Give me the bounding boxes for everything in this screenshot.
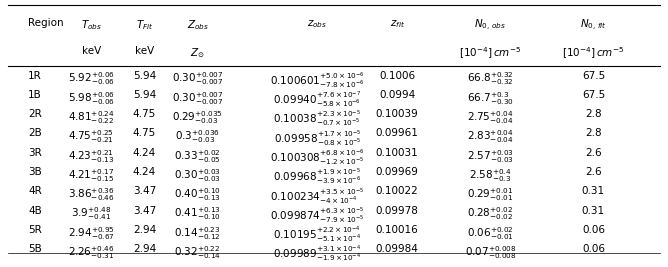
Text: 0.10016: 0.10016 <box>376 225 419 235</box>
Text: $0.28^{+0.02}_{-0.02}$: $0.28^{+0.02}_{-0.02}$ <box>468 206 513 222</box>
Text: 0.06: 0.06 <box>582 225 605 235</box>
Text: 3.47: 3.47 <box>133 206 156 216</box>
Text: $2.26^{+0.46}_{-0.31}$: $2.26^{+0.46}_{-0.31}$ <box>68 244 114 261</box>
Text: 0.09984: 0.09984 <box>376 244 419 254</box>
Text: 4.75: 4.75 <box>133 109 156 119</box>
Text: $z_{fit}$: $z_{fit}$ <box>389 18 405 30</box>
Text: 0.09978: 0.09978 <box>376 206 419 216</box>
Text: 4.75: 4.75 <box>133 128 156 138</box>
Text: $[10^{-4}]\,cm^{-5}$: $[10^{-4}]\,cm^{-5}$ <box>459 46 522 61</box>
Text: $0.09940^{+7.6\times10^{-7}}_{-5.8\times10^{-6}}$: $0.09940^{+7.6\times10^{-7}}_{-5.8\times… <box>273 90 361 109</box>
Text: $T_{Fit}$: $T_{Fit}$ <box>136 18 153 32</box>
Text: 2.6: 2.6 <box>585 148 602 158</box>
Text: $66.8^{+0.32}_{-0.32}$: $66.8^{+0.32}_{-0.32}$ <box>467 70 514 87</box>
Text: $N_{0,\,fit}$: $N_{0,\,fit}$ <box>580 18 607 33</box>
Text: $0.32^{+0.22}_{-0.14}$: $0.32^{+0.22}_{-0.14}$ <box>174 244 221 261</box>
Text: 67.5: 67.5 <box>582 70 605 80</box>
Text: $2.57^{+0.03}_{-0.03}$: $2.57^{+0.03}_{-0.03}$ <box>467 148 514 164</box>
Text: $0.29^{+0.01}_{-0.01}$: $0.29^{+0.01}_{-0.01}$ <box>467 186 514 203</box>
Text: 0.1006: 0.1006 <box>379 70 415 80</box>
Text: $0.06^{+0.02}_{-0.01}$: $0.06^{+0.02}_{-0.01}$ <box>467 225 514 242</box>
Text: 1R: 1R <box>28 70 41 80</box>
Text: 0.10039: 0.10039 <box>376 109 419 119</box>
Text: $4.23^{+0.21}_{-0.13}$: $4.23^{+0.21}_{-0.13}$ <box>68 148 114 164</box>
Text: 5.94: 5.94 <box>133 90 156 100</box>
Text: $0.09989^{+3.1\times10^{-4}}_{-1.9\times10^{-4}}$: $0.09989^{+3.1\times10^{-4}}_{-1.9\times… <box>273 244 361 264</box>
Text: 4.24: 4.24 <box>133 148 156 158</box>
Text: $5.92^{+0.06}_{-0.06}$: $5.92^{+0.06}_{-0.06}$ <box>67 70 115 87</box>
Text: $0.099874^{+6.3\times10^{-5}}_{-7.9\times10^{-5}}$: $0.099874^{+6.3\times10^{-5}}_{-7.9\time… <box>270 206 365 225</box>
Text: keV: keV <box>81 46 101 56</box>
Text: $0.100234^{+3.5\times10^{-5}}_{-4\times10^{-4}}$: $0.100234^{+3.5\times10^{-5}}_{-4\times1… <box>270 186 365 206</box>
Text: 3R: 3R <box>28 148 41 158</box>
Text: $66.7^{+0.3}_{-0.30}$: $66.7^{+0.3}_{-0.30}$ <box>467 90 514 107</box>
Text: 4B: 4B <box>28 206 41 216</box>
Text: 4R: 4R <box>28 186 41 196</box>
Text: $Z_{obs}$: $Z_{obs}$ <box>186 18 208 32</box>
Text: 5.94: 5.94 <box>133 70 156 80</box>
Text: 2.94: 2.94 <box>133 244 156 254</box>
Text: 0.0994: 0.0994 <box>379 90 415 100</box>
Text: 0.10022: 0.10022 <box>376 186 419 196</box>
Text: $0.09958^{+1.7\times10^{-5}}_{-0.8\times10^{-5}}$: $0.09958^{+1.7\times10^{-5}}_{-0.8\times… <box>273 128 361 148</box>
Text: 3.47: 3.47 <box>133 186 156 196</box>
Text: $z_{obs}$: $z_{obs}$ <box>307 18 327 30</box>
Text: $3.86^{+0.36}_{-0.46}$: $3.86^{+0.36}_{-0.46}$ <box>68 186 114 203</box>
Text: $0.100308^{+6.8\times10^{-6}}_{-1.2\times10^{-5}}$: $0.100308^{+6.8\times10^{-6}}_{-1.2\time… <box>270 148 365 167</box>
Text: $0.33^{+0.02}_{-0.05}$: $0.33^{+0.02}_{-0.05}$ <box>174 148 221 164</box>
Text: $Z_{\odot}$: $Z_{\odot}$ <box>190 46 205 60</box>
Text: 0.31: 0.31 <box>582 206 605 216</box>
Text: $2.58^{+0.4}_{-0.3}$: $2.58^{+0.4}_{-0.3}$ <box>469 167 512 184</box>
Text: 3B: 3B <box>28 167 41 177</box>
Text: $0.40^{+0.10}_{-0.13}$: $0.40^{+0.10}_{-0.13}$ <box>174 186 221 203</box>
Text: $4.21^{+0.17}_{-0.15}$: $4.21^{+0.17}_{-0.15}$ <box>68 167 114 184</box>
Text: $0.30^{+0.007}_{-0.007}$: $0.30^{+0.007}_{-0.007}$ <box>172 70 223 87</box>
Text: 0.09961: 0.09961 <box>376 128 419 138</box>
Text: $0.30^{+0.007}_{-0.007}$: $0.30^{+0.007}_{-0.007}$ <box>172 90 223 107</box>
Text: $0.30^{+0.03}_{-0.03}$: $0.30^{+0.03}_{-0.03}$ <box>174 167 221 184</box>
Text: 1B: 1B <box>28 90 41 100</box>
Text: $0.100601^{+5.0\times10^{-6}}_{-7.8\times10^{-6}}$: $0.100601^{+5.0\times10^{-6}}_{-7.8\time… <box>270 70 365 90</box>
Text: 2.94: 2.94 <box>133 225 156 235</box>
Text: keV: keV <box>135 46 154 56</box>
Text: $0.29^{+0.035}_{-0.03}$: $0.29^{+0.035}_{-0.03}$ <box>172 109 223 126</box>
Text: $[10^{-4}]\,cm^{-5}$: $[10^{-4}]\,cm^{-5}$ <box>562 46 625 61</box>
Text: Region: Region <box>28 18 63 28</box>
Text: 5R: 5R <box>28 225 41 235</box>
Text: $0.10195^{+2.2\times10^{-4}}_{-5.1\times10^{-4}}$: $0.10195^{+2.2\times10^{-4}}_{-5.1\times… <box>273 225 361 244</box>
Text: $0.07^{+0.008}_{-0.008}$: $0.07^{+0.008}_{-0.008}$ <box>464 244 516 261</box>
Text: 4.24: 4.24 <box>133 167 156 177</box>
Text: 2.6: 2.6 <box>585 167 602 177</box>
Text: $4.81^{+0.24}_{-0.22}$: $4.81^{+0.24}_{-0.22}$ <box>68 109 114 126</box>
Text: 2B: 2B <box>28 128 41 138</box>
Text: $2.83^{+0.04}_{-0.04}$: $2.83^{+0.04}_{-0.04}$ <box>467 128 514 145</box>
Text: $2.94^{+0.95}_{-0.67}$: $2.94^{+0.95}_{-0.67}$ <box>67 225 115 242</box>
Text: $T_{obs}$: $T_{obs}$ <box>81 18 102 32</box>
Text: 2.8: 2.8 <box>585 128 602 138</box>
Text: 2R: 2R <box>28 109 41 119</box>
Text: 0.31: 0.31 <box>582 186 605 196</box>
Text: 5B: 5B <box>28 244 41 254</box>
Text: $2.75^{+0.04}_{-0.04}$: $2.75^{+0.04}_{-0.04}$ <box>467 109 514 126</box>
Text: $0.10038^{+2.3\times10^{-5}}_{-0.7\times10^{-5}}$: $0.10038^{+2.3\times10^{-5}}_{-0.7\times… <box>273 109 361 128</box>
Text: 67.5: 67.5 <box>582 90 605 100</box>
Text: $0.14^{+0.23}_{-0.12}$: $0.14^{+0.23}_{-0.12}$ <box>174 225 221 242</box>
Text: $0.09968^{+1.9\times10^{-5}}_{-3.9\times10^{-6}}$: $0.09968^{+1.9\times10^{-5}}_{-3.9\times… <box>273 167 361 186</box>
Text: 0.09969: 0.09969 <box>376 167 419 177</box>
Text: $4.75^{+0.25}_{-0.21}$: $4.75^{+0.25}_{-0.21}$ <box>68 128 114 145</box>
Text: 2.8: 2.8 <box>585 109 602 119</box>
Text: $3.9^{+0.48}_{-0.41}$: $3.9^{+0.48}_{-0.41}$ <box>71 206 112 222</box>
Text: $5.98^{+0.06}_{-0.06}$: $5.98^{+0.06}_{-0.06}$ <box>67 90 115 107</box>
Text: $N_{0,\,obs}$: $N_{0,\,obs}$ <box>474 18 506 33</box>
Text: $0.3^{+0.036}_{-0.03}$: $0.3^{+0.036}_{-0.03}$ <box>175 128 220 145</box>
Text: $0.41^{+0.13}_{-0.10}$: $0.41^{+0.13}_{-0.10}$ <box>174 206 221 222</box>
Text: 0.06: 0.06 <box>582 244 605 254</box>
Text: 0.10031: 0.10031 <box>376 148 419 158</box>
